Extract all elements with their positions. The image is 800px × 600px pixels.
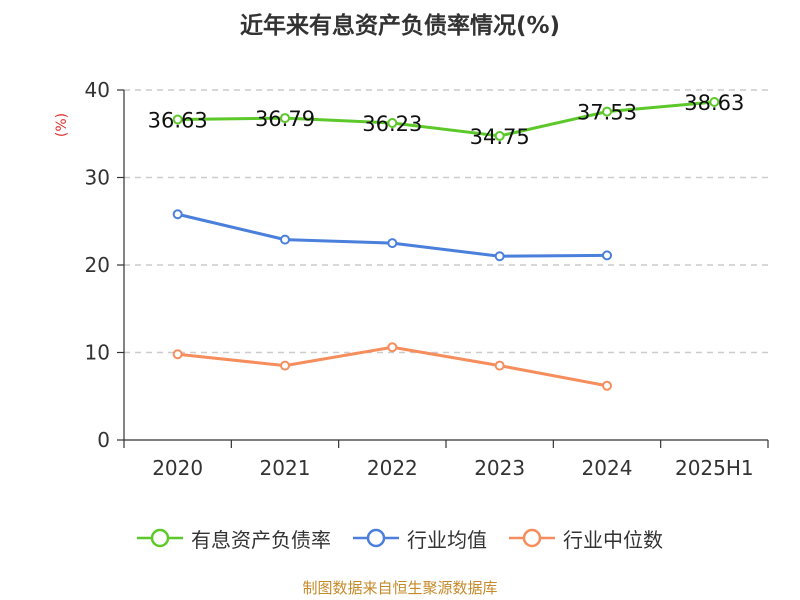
data-point bbox=[387, 342, 398, 353]
x-tick-label: 2021 bbox=[260, 456, 311, 480]
y-tick-label: 30 bbox=[85, 166, 110, 190]
legend-label: 行业中位数 bbox=[563, 527, 663, 552]
series-lines bbox=[172, 96, 720, 391]
legend-item[interactable]: 行业中位数 bbox=[509, 524, 663, 553]
data-point bbox=[494, 130, 505, 141]
chart-title: 近年来有息资产负债率情况(%) bbox=[239, 13, 561, 39]
legend-line-icon bbox=[137, 528, 183, 548]
data-point bbox=[602, 250, 612, 261]
x-tick-label: 2023 bbox=[474, 456, 525, 480]
series-line bbox=[177, 212, 608, 258]
grid-lines bbox=[124, 89, 768, 354]
axes: 0 10 20 30 40 (%) 2020 2021 2022 2023 2024 2025H1 bbox=[54, 78, 769, 480]
data-point bbox=[387, 117, 398, 128]
y-tick-label: 0 bbox=[97, 428, 110, 452]
y-tick-label: 10 bbox=[85, 341, 110, 365]
data-point bbox=[387, 238, 398, 249]
legend-marker bbox=[150, 528, 170, 548]
legend: 有息资产负债率 行业均值 行业中位数 bbox=[0, 522, 800, 554]
legend-marker bbox=[366, 528, 386, 548]
data-label: 36.23 bbox=[362, 112, 422, 136]
data-point bbox=[172, 349, 183, 360]
legend-label: 行业均值 bbox=[407, 527, 487, 552]
y-tick-label: 40 bbox=[85, 78, 110, 102]
legend-line-icon bbox=[509, 528, 555, 548]
data-label: 34.75 bbox=[470, 125, 530, 149]
data-point bbox=[494, 360, 505, 371]
data-point bbox=[280, 360, 290, 371]
legend-marker bbox=[522, 528, 542, 548]
data-labels: 36.63 36.79 36.23 34.75 37.53 38.63 bbox=[148, 91, 745, 149]
legend-item[interactable]: 有息资产负债率 bbox=[137, 524, 331, 553]
x-tick-label: 2020 bbox=[152, 456, 203, 480]
y-tick-label: 20 bbox=[85, 253, 110, 277]
data-label: 37.53 bbox=[577, 101, 637, 125]
x-tick-label: 2025H1 bbox=[675, 456, 754, 480]
y-axis-title: (%) bbox=[54, 113, 70, 137]
data-point bbox=[172, 209, 183, 220]
data-point bbox=[280, 113, 290, 124]
legend-line-icon bbox=[353, 528, 399, 548]
data-label: 36.63 bbox=[148, 108, 208, 132]
data-label: 36.79 bbox=[255, 107, 315, 131]
x-tick-label: 2022 bbox=[367, 456, 418, 480]
legend-item[interactable]: 行业均值 bbox=[353, 524, 487, 553]
data-point bbox=[280, 234, 290, 245]
data-point bbox=[494, 251, 505, 262]
legend-label: 有息资产负债率 bbox=[191, 527, 331, 552]
data-point bbox=[172, 114, 183, 125]
data-label: 38.63 bbox=[684, 91, 744, 115]
source-note: 制图数据来自恒生聚源数据库 bbox=[302, 579, 498, 597]
x-tick-label: 2024 bbox=[582, 456, 633, 480]
data-point bbox=[709, 96, 720, 107]
data-point bbox=[602, 380, 612, 391]
data-point bbox=[602, 106, 612, 117]
series-line bbox=[177, 100, 715, 138]
